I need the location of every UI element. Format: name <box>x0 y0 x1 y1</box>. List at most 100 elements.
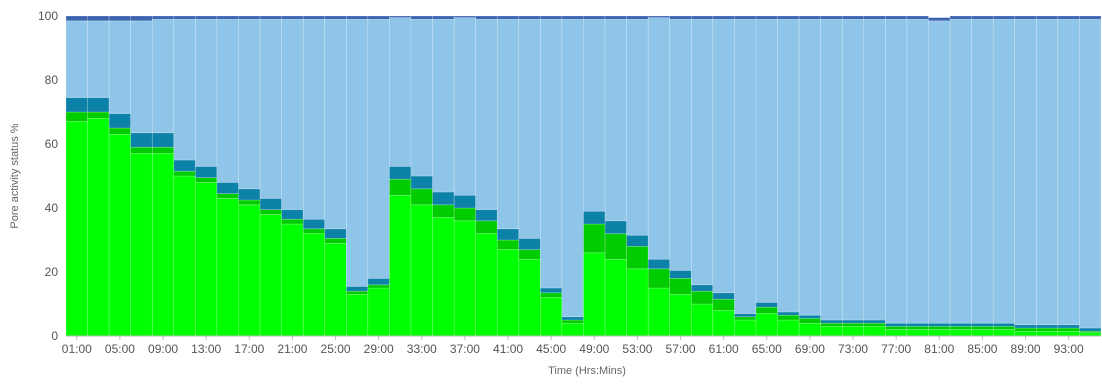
bar-segment-0-79-00 <box>906 329 929 337</box>
bar-segment-4-03-00 <box>87 15 110 22</box>
bar-segment-0-67-00 <box>777 319 800 337</box>
bar-segment-0-47-00 <box>561 322 584 337</box>
bar-segment-0-37-00 <box>453 220 476 337</box>
bar-segment-2-45-00 <box>540 287 563 294</box>
bar-segment-1-11-00 <box>173 170 196 177</box>
bar-segment-4-45-00 <box>540 15 563 20</box>
bar-segment-3-59-00 <box>691 18 714 286</box>
bar-segment-4-51-00 <box>604 15 627 20</box>
bar-segment-3-89-00 <box>1014 18 1037 326</box>
bar-segment-1-39-00 <box>475 220 498 234</box>
x-tick-label: 53:00 <box>622 342 652 356</box>
bar-segment-3-11-00 <box>173 18 196 161</box>
x-tick-label: 01:00 <box>62 342 92 356</box>
bar-segment-0-43-00 <box>518 258 541 337</box>
bar-segment-3-49-00 <box>583 18 606 212</box>
bar-segment-2-63-00 <box>734 313 757 318</box>
bar-segment-2-47-00 <box>561 316 584 321</box>
bar-segment-2-83-00 <box>949 322 972 327</box>
bar-segment-0-05-00 <box>108 134 131 337</box>
bar-segment-4-13-00 <box>195 15 218 20</box>
bar-segment-4-21-00 <box>281 15 304 20</box>
bar-segment-0-71-00 <box>820 326 843 337</box>
bar-segment-3-21-00 <box>281 18 304 210</box>
bar-segment-3-85-00 <box>971 18 994 324</box>
bar-segment-3-95-00 <box>1079 18 1102 329</box>
x-tick-label: 37:00 <box>450 342 480 356</box>
bar-segment-4-81-00 <box>928 17 951 22</box>
bar-segment-1-23-00 <box>302 228 326 234</box>
bar-segment-0-11-00 <box>173 175 196 337</box>
bar-segment-4-53-00 <box>626 15 649 20</box>
x-tick-label: 21:00 <box>277 342 307 356</box>
bar-segment-1-37-00 <box>453 207 476 222</box>
bar-segment-4-37-00 <box>453 15 476 18</box>
bar-segment-4-39-00 <box>475 15 498 20</box>
bar-segment-2-31-00 <box>389 166 412 180</box>
bar-segment-1-07-00 <box>130 146 153 154</box>
bar-segment-2-57-00 <box>669 270 692 279</box>
bar-segment-0-03-00 <box>87 118 110 337</box>
bar-segment-0-19-00 <box>259 214 282 337</box>
bar-segment-0-85-00 <box>971 329 994 337</box>
bar-segment-3-53-00 <box>626 18 649 236</box>
bar-segment-0-57-00 <box>669 294 692 337</box>
y-tick-label: 60 <box>45 137 59 151</box>
bar-segment-0-15-00 <box>216 198 239 337</box>
bar-segment-0-93-00 <box>1057 330 1080 337</box>
bar-segment-2-13-00 <box>195 166 218 178</box>
bar-segment-4-17-00 <box>238 15 261 20</box>
bar-segment-3-67-00 <box>777 18 800 313</box>
bar-segment-1-79-00 <box>906 326 929 330</box>
x-tick-label: 33:00 <box>407 342 437 356</box>
bar-segment-4-41-00 <box>496 15 520 20</box>
bar-segment-0-39-00 <box>475 233 498 337</box>
bar-segment-3-93-00 <box>1057 18 1080 326</box>
bar-segment-2-93-00 <box>1057 324 1080 329</box>
x-tick-label: 81:00 <box>924 342 954 356</box>
bar-segment-2-35-00 <box>432 191 455 206</box>
bar-segment-4-73-00 <box>841 15 865 20</box>
x-tick-label: 93:00 <box>1054 342 1084 356</box>
x-tick-label: 65:00 <box>752 342 782 356</box>
bar-segment-3-51-00 <box>604 18 627 222</box>
bar-segment-0-29-00 <box>367 287 390 337</box>
y-tick-label: 20 <box>45 265 59 279</box>
x-tick-label: 29:00 <box>364 342 394 356</box>
bar-segment-1-35-00 <box>432 204 455 218</box>
bar-segment-0-77-00 <box>885 329 908 337</box>
bar-segment-1-65-00 <box>755 306 778 314</box>
bar-segment-0-25-00 <box>324 242 347 337</box>
bar-segment-2-85-00 <box>971 322 994 327</box>
bar-segment-3-55-00 <box>647 17 671 260</box>
bar-segment-2-67-00 <box>777 311 800 316</box>
bar-segment-3-69-00 <box>798 18 821 316</box>
bar-segment-4-71-00 <box>820 15 843 20</box>
bar-segment-1-67-00 <box>777 314 800 321</box>
x-tick-label: 13:00 <box>191 342 221 356</box>
bar-segment-3-77-00 <box>885 18 908 324</box>
bar-segment-1-77-00 <box>885 326 908 330</box>
bar-segment-1-91-00 <box>1036 327 1059 332</box>
bar-segment-1-29-00 <box>367 284 390 289</box>
bar-segment-3-71-00 <box>820 18 843 321</box>
bar-segment-3-17-00 <box>238 18 261 190</box>
bar-segment-3-81-00 <box>928 20 951 324</box>
x-tick-label: 73:00 <box>838 342 868 356</box>
x-tick-label: 77:00 <box>881 342 911 356</box>
x-tick-label: 85:00 <box>967 342 997 356</box>
bar-segment-0-27-00 <box>346 294 369 337</box>
bar-segment-1-53-00 <box>626 246 649 270</box>
x-tick-label: 41:00 <box>493 342 523 356</box>
bar-segment-3-79-00 <box>906 18 929 324</box>
bar-segment-3-25-00 <box>324 18 347 230</box>
bar-segment-3-61-00 <box>712 18 735 294</box>
bar-segment-4-65-00 <box>755 15 778 20</box>
bar-segment-1-87-00 <box>992 326 1016 330</box>
x-tick-label: 45:00 <box>536 342 566 356</box>
bar-segment-2-21-00 <box>281 209 304 220</box>
bar-segment-3-19-00 <box>259 18 282 199</box>
bar-segment-4-79-00 <box>906 15 929 20</box>
bar-segment-0-01-00 <box>65 121 88 337</box>
